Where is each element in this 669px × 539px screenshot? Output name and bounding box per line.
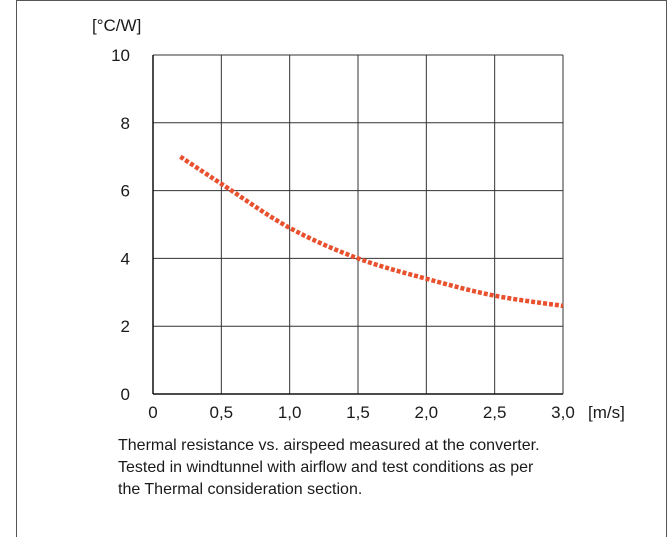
x-tick-label-5: 2,5 <box>483 403 507 422</box>
grid <box>153 54 564 394</box>
y-tick-label-5: 10 <box>111 46 130 65</box>
chart-caption: Thermal resistance vs. airspeed measured… <box>118 435 638 501</box>
series <box>179 154 564 309</box>
y-tick-label-2: 4 <box>121 249 130 268</box>
x-tick-labels: 0 0,5 1,0 1,5 2,0 2,5 3,0 <box>148 403 575 422</box>
x-tick-label-4: 2,0 <box>415 403 439 422</box>
axes <box>152 55 563 395</box>
caption-line-1: Thermal resistance vs. airspeed measured… <box>118 437 540 454</box>
y-tick-label-4: 8 <box>121 114 130 133</box>
y-tick-label-0: 0 <box>121 385 130 404</box>
chart-frame <box>16 0 667 537</box>
y-tick-label-1: 2 <box>121 317 130 336</box>
y-tick-labels: 0 2 4 6 8 10 <box>111 46 130 404</box>
caption-line-2: Tested in windtunnel with airflow and te… <box>118 459 534 476</box>
x-tick-label-1: 0,5 <box>210 403 234 422</box>
x-tick-label-3: 1,5 <box>346 403 370 422</box>
x-tick-label-2: 1,0 <box>278 403 302 422</box>
y-axis-label: [°C/W] <box>92 16 141 35</box>
y-tick-label-3: 6 <box>121 182 130 201</box>
x-axis-label: [m/s] <box>588 403 625 422</box>
series-line-0 <box>179 154 564 309</box>
caption-line-3: the Thermal consideration section. <box>118 481 363 498</box>
x-tick-label-0: 0 <box>148 403 157 422</box>
x-tick-label-6: 3,0 <box>551 403 575 422</box>
